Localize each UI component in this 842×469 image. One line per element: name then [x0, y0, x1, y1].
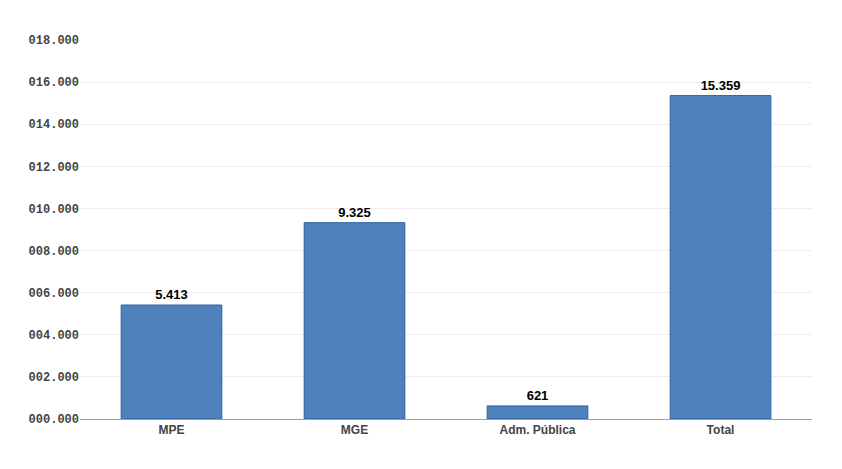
svg-text:15.359: 15.359 [701, 78, 741, 93]
svg-text:621: 621 [527, 388, 549, 403]
svg-text:002.000: 002.000 [29, 371, 79, 385]
svg-text:MGE: MGE [341, 423, 368, 437]
svg-text:006.000: 006.000 [29, 287, 79, 301]
svg-text:5.413: 5.413 [155, 287, 188, 302]
svg-text:Adm. Pública: Adm. Pública [499, 423, 575, 437]
svg-text:MPE: MPE [158, 423, 184, 437]
svg-text:016.000: 016.000 [29, 76, 79, 90]
svg-text:008.000: 008.000 [29, 245, 79, 259]
svg-text:Total: Total [707, 423, 735, 437]
svg-text:014.000: 014.000 [29, 118, 79, 132]
svg-text:012.000: 012.000 [29, 161, 79, 175]
svg-text:9.325: 9.325 [338, 205, 371, 220]
svg-text:004.000: 004.000 [29, 329, 79, 343]
svg-text:010.000: 010.000 [29, 203, 79, 217]
svg-text:000.000: 000.000 [29, 413, 79, 427]
svg-text:018.000: 018.000 [29, 34, 79, 48]
